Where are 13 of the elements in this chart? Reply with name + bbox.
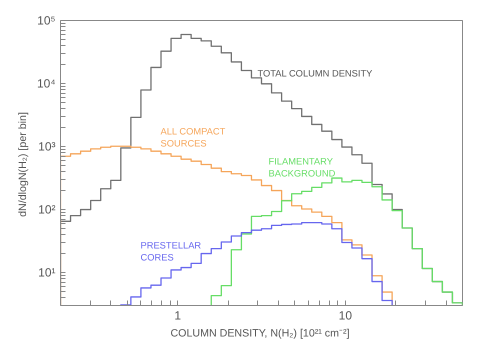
y-tick-label: 10¹ [38, 266, 56, 280]
y-tick-label: 10⁵ [37, 14, 56, 28]
annotation: FILAMENTARY BACKGROUND [268, 156, 336, 178]
annotation: TOTAL COLUMN DENSITY [258, 68, 374, 78]
annotation: ALL COMPACT SOURCES [160, 126, 226, 148]
x-tick-label: 1 [174, 308, 182, 322]
x-tick-label: 10 [338, 308, 352, 322]
y-axis-title: dN/dlogN(H₂) [per bin] [16, 112, 29, 217]
y-tick-label: 10² [38, 202, 56, 217]
x-axis-title: COLUMN DENSITY, N(H₂) [10²¹ cm⁻²] [170, 328, 350, 340]
annotation: PRESTELLAR CORES [140, 240, 202, 262]
y-tick-label: 10³ [38, 140, 56, 154]
y-tick-label: 10⁴ [36, 76, 56, 91]
